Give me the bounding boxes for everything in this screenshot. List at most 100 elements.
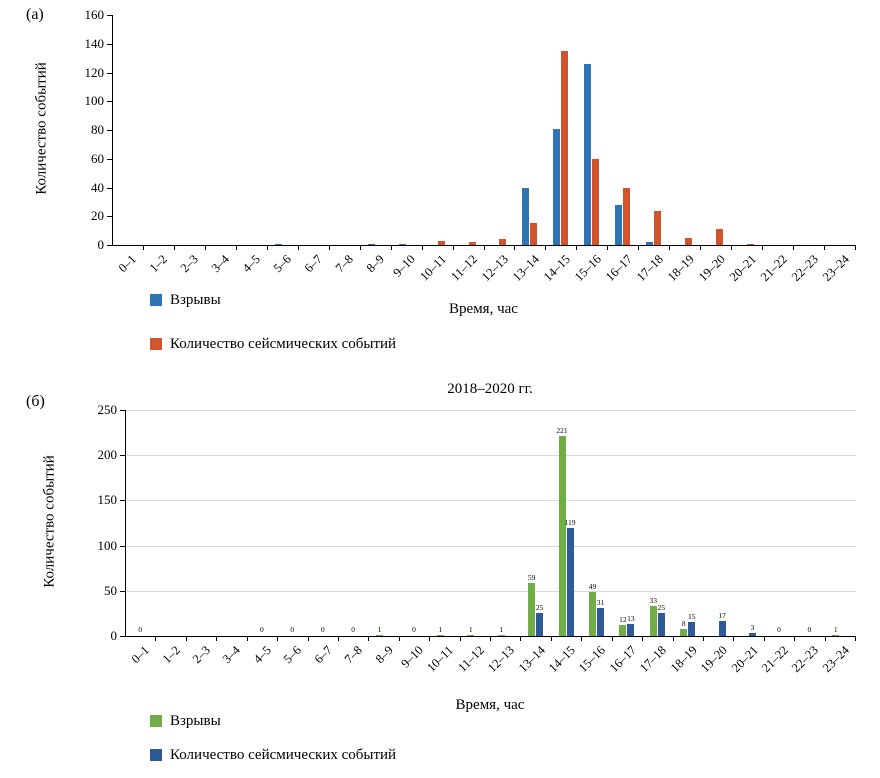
x-tick-mark xyxy=(793,246,795,250)
x-tick-mark xyxy=(824,637,826,641)
x-tick-mark xyxy=(733,637,735,641)
y-tick-mark xyxy=(107,101,112,103)
bar-series-0 xyxy=(584,63,592,245)
y-tick-mark xyxy=(107,245,112,246)
y-tick-label: 50 xyxy=(104,582,117,598)
x-tick-mark xyxy=(483,246,485,250)
y-tick-label: 60 xyxy=(91,150,104,166)
bar-value-label: 25 xyxy=(535,603,544,613)
x-tick-mark xyxy=(700,246,702,250)
x-tick-mark xyxy=(514,246,516,250)
x-tick-mark xyxy=(337,637,339,641)
bar-series-1 xyxy=(747,243,755,245)
x-tick-mark xyxy=(216,637,218,641)
bar-series-1 xyxy=(627,624,635,636)
bar-series-1 xyxy=(623,187,631,245)
legend-label: Взрывы xyxy=(170,713,221,729)
bar-series-0 xyxy=(553,128,561,245)
x-axis xyxy=(112,245,856,246)
y-tick-label: 0 xyxy=(110,628,118,643)
x-tick-mark xyxy=(185,637,187,641)
bar-series-1 xyxy=(468,242,476,245)
legend-swatch xyxy=(150,749,162,761)
y-axis-title: Количество событий xyxy=(33,62,50,195)
y-tick-mark xyxy=(120,500,125,502)
x-tick-mark xyxy=(235,246,237,250)
panel-b-label: (б) xyxy=(26,393,45,410)
x-tick-mark xyxy=(490,637,491,641)
x-tick-mark xyxy=(421,246,423,250)
x-tick-mark xyxy=(246,637,248,641)
bar-value-label: 1 xyxy=(377,624,382,634)
x-tick-mark xyxy=(642,637,644,641)
y-tick-mark xyxy=(107,216,112,218)
y-tick-label: 140 xyxy=(84,35,105,51)
panel-a-label: (а) xyxy=(26,6,44,23)
bar-value-label: 3 xyxy=(750,623,755,633)
bar-series-1 xyxy=(437,240,445,245)
y-tick-mark xyxy=(120,410,125,411)
x-tick-mark xyxy=(794,637,796,641)
bar-value-label: 1 xyxy=(499,624,504,634)
x-tick-mark xyxy=(731,246,733,250)
gridline xyxy=(126,455,856,457)
bar-series-1 xyxy=(561,50,569,245)
bar-series-0 xyxy=(619,625,627,636)
bar-value-label: 0 xyxy=(290,625,295,634)
bar-series-0 xyxy=(832,634,840,636)
bar-series-1 xyxy=(716,229,724,245)
bar-series-1 xyxy=(749,633,757,636)
bar-value-label: 59 xyxy=(527,572,536,582)
bar-value-label: 1 xyxy=(438,624,443,634)
x-tick-mark xyxy=(550,637,552,641)
bar-value-label: 221 xyxy=(556,426,568,436)
bar-series-1 xyxy=(536,613,544,636)
y-tick-mark xyxy=(107,158,112,160)
y-axis xyxy=(125,410,126,637)
bar-series-1 xyxy=(657,613,665,636)
bar-value-label: 0 xyxy=(351,625,355,634)
y-tick-mark xyxy=(107,15,112,16)
gridline xyxy=(126,545,856,547)
y-tick-label: 40 xyxy=(91,179,104,195)
bar-series-0 xyxy=(649,606,657,636)
bar-value-label: 8 xyxy=(681,618,686,628)
bar-series-0 xyxy=(522,187,530,245)
x-tick-mark xyxy=(576,246,578,250)
x-tick-mark xyxy=(459,637,461,641)
bar-series-0 xyxy=(376,634,384,636)
x-tick-mark xyxy=(669,246,671,250)
bar-series-0 xyxy=(274,243,282,245)
chart-a: 0 20 40 60 80 100 120 140 160 0–1 1–2 2–3 3–4 4–5 5–6 6… xyxy=(0,0,880,370)
y-tick-label: 100 xyxy=(84,93,105,109)
bar-series-0 xyxy=(367,243,375,245)
bar-series-1 xyxy=(596,607,604,636)
bar-value-label: 17 xyxy=(718,610,726,620)
bar-series-0 xyxy=(615,204,623,245)
legend-swatch xyxy=(150,715,162,727)
legend-item-0: Взрывы xyxy=(150,712,221,730)
bar-series-1 xyxy=(592,158,600,245)
y-tick-mark xyxy=(120,636,125,637)
gridline xyxy=(126,410,856,411)
bar-series-1 xyxy=(718,620,726,636)
x-tick-mark xyxy=(855,637,856,641)
y-tick-label: 150 xyxy=(97,492,118,508)
y-tick-label: 200 xyxy=(97,447,118,463)
gridline xyxy=(126,500,856,502)
x-tick-mark xyxy=(328,246,330,250)
bar-value-label: 0 xyxy=(777,625,781,634)
y-tick-mark xyxy=(107,72,112,74)
x-tick-mark xyxy=(672,637,674,641)
x-tick-mark xyxy=(297,246,299,250)
x-tick-mark xyxy=(266,246,268,250)
bar-series-0 xyxy=(646,242,654,245)
x-tick-mark xyxy=(277,637,279,641)
bar-value-label: 0 xyxy=(320,625,325,634)
x-tick-mark xyxy=(607,246,609,250)
x-tick-mark xyxy=(638,246,640,250)
legend-label: Количество сейсмических событий xyxy=(170,747,397,763)
bar-series-0 xyxy=(436,634,444,636)
x-tick-mark xyxy=(359,246,361,250)
